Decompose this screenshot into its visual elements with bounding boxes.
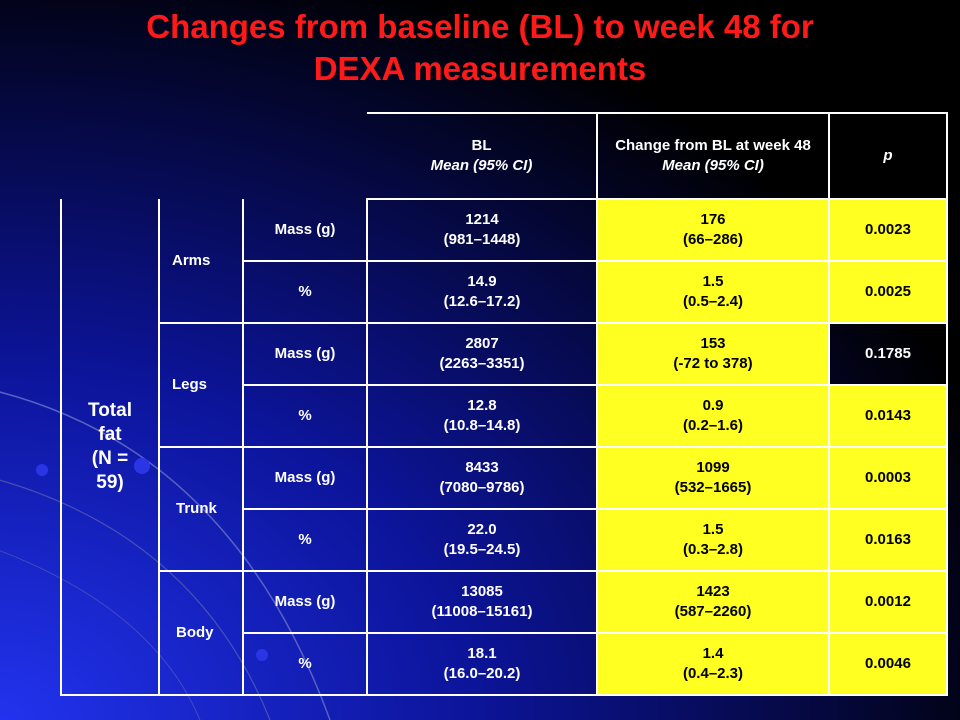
bl-ci: (7080–9786) <box>439 479 525 496</box>
group-label-line-2: fat <box>98 423 122 445</box>
change-ci: (587–2260) <box>674 603 752 620</box>
p-value-cell: 0.0143 <box>829 385 948 448</box>
change-ci: (0.4–2.3) <box>682 665 744 682</box>
change-value-cell: 176 (66–286) <box>597 199 830 262</box>
measure-label: % <box>243 385 368 448</box>
table-row: % 18.1 (16.0–20.2) 1.4 (0.4–2.3) 0.0046 <box>61 633 948 696</box>
table-row: Trunk Mass (g) 8433 (7080–9786) 1099 (53… <box>61 447 948 572</box>
change-ci: (-72 to 378) <box>673 355 753 372</box>
change-mean: 1.5 <box>702 273 724 290</box>
change-mean: 1.5 <box>702 521 724 538</box>
bl-mean: 1214 <box>465 211 499 228</box>
change-mean: 1423 <box>696 583 730 600</box>
change-value-cell: 0.9 (0.2–1.6) <box>597 385 830 448</box>
bl-mean: 13085 <box>461 583 503 600</box>
decor-dot-1 <box>36 464 48 476</box>
table-row: Body Mass (g) 13085 (11008–15161) 1423 (… <box>61 571 948 696</box>
measure-label: Mass (g) <box>243 447 368 510</box>
p-value-cell: 0.0023 <box>829 199 948 262</box>
p-value-cell: 0.0025 <box>829 261 948 324</box>
bl-mean: 22.0 <box>467 521 497 538</box>
table-row: % 14.9 (12.6–17.2) 1.5 (0.5–2.4) 0.0025 <box>61 261 948 324</box>
header-change-label: Change from BL at week 48 <box>615 137 811 154</box>
change-mean: 1.4 <box>702 645 724 662</box>
measure-label: % <box>243 509 368 572</box>
change-ci: (0.2–1.6) <box>682 417 744 434</box>
bl-value-cell: 13085 (11008–15161) <box>367 571 598 634</box>
bl-ci: (19.5–24.5) <box>443 541 521 558</box>
group-label-line-1: Total <box>88 399 132 421</box>
bl-ci: (10.8–14.8) <box>443 417 521 434</box>
p-value-cell: 0.0003 <box>829 447 948 510</box>
measure-label: % <box>243 261 368 324</box>
bl-value-cell: 1214 (981–1448) <box>367 199 598 262</box>
bl-value-cell: 12.8 (10.8–14.8) <box>367 385 598 448</box>
change-ci: (0.5–2.4) <box>682 293 744 310</box>
bl-ci: (16.0–20.2) <box>443 665 521 682</box>
region-label-legs: Legs <box>159 323 244 448</box>
table-row: % 12.8 (10.8–14.8) 0.9 (0.2–1.6) 0.0143 <box>61 385 948 448</box>
p-value-cell: 0.1785 <box>829 323 948 386</box>
header-bl: BL Mean (95% CI) <box>367 112 598 200</box>
change-ci: (532–1665) <box>674 479 752 496</box>
region-label-trunk: Trunk <box>159 447 244 572</box>
bl-value-cell: 22.0 (19.5–24.5) <box>367 509 598 572</box>
change-value-cell: 1.5 (0.5–2.4) <box>597 261 830 324</box>
p-value-cell: 0.0046 <box>829 633 948 696</box>
change-value-cell: 1423 (587–2260) <box>597 571 830 634</box>
measure-label: % <box>243 633 368 696</box>
bl-mean: 2807 <box>465 335 499 352</box>
dexa-results-table: BL Mean (95% CI) Change from BL at week … <box>60 112 948 696</box>
group-label-line-4: 59) <box>96 471 124 493</box>
group-label-line-3: (N = <box>91 447 129 469</box>
bl-value-cell: 18.1 (16.0–20.2) <box>367 633 598 696</box>
p-value-cell: 0.0163 <box>829 509 948 572</box>
change-mean: 0.9 <box>702 397 724 414</box>
bl-mean: 8433 <box>465 459 499 476</box>
change-mean: 176 <box>700 211 726 228</box>
change-mean: 153 <box>700 335 726 352</box>
table-row: Total fat (N = 59) Arms Mass (g) 1214 (9… <box>60 199 948 696</box>
p-value-cell: 0.0012 <box>829 571 948 634</box>
change-value-cell: 153 (-72 to 378) <box>597 323 830 386</box>
change-ci: (66–286) <box>682 231 744 248</box>
change-value-cell: 1.4 (0.4–2.3) <box>597 633 830 696</box>
change-value-cell: 1.5 (0.3–2.8) <box>597 509 830 572</box>
header-bl-label: BL <box>471 137 492 154</box>
bl-ci: (2263–3351) <box>439 355 525 372</box>
bl-value-cell: 8433 (7080–9786) <box>367 447 598 510</box>
header-bl-sub: Mean (95% CI) <box>430 157 533 174</box>
change-ci: (0.3–2.8) <box>682 541 744 558</box>
group-label-cell: Total fat (N = 59) <box>60 199 160 696</box>
region-label-arms: Arms <box>159 199 244 324</box>
bl-value-cell: 14.9 (12.6–17.2) <box>367 261 598 324</box>
slide-title: Changes from baseline (BL) to week 48 fo… <box>20 6 940 90</box>
change-value-cell: 1099 (532–1665) <box>597 447 830 510</box>
table-row: Legs Mass (g) 2807 (2263–3351) 153 (-72 … <box>61 323 948 448</box>
change-mean: 1099 <box>696 459 730 476</box>
table-header-row: BL Mean (95% CI) Change from BL at week … <box>61 112 948 200</box>
table-row: % 22.0 (19.5–24.5) 1.5 (0.3–2.8) 0.0163 <box>61 509 948 572</box>
header-change-sub: Mean (95% CI) <box>662 157 764 174</box>
bl-ci: (11008–15161) <box>431 603 533 620</box>
bl-value-cell: 2807 (2263–3351) <box>367 323 598 386</box>
bl-mean: 18.1 <box>467 645 497 662</box>
bl-ci: (981–1448) <box>443 231 521 248</box>
bl-ci: (12.6–17.2) <box>443 293 521 310</box>
bl-mean: 12.8 <box>467 397 497 414</box>
slide-title-line-2: DEXA measurements <box>313 50 647 87</box>
measure-label: Mass (g) <box>243 323 368 386</box>
header-change: Change from BL at week 48 Mean (95% CI) <box>597 112 830 200</box>
bl-mean: 14.9 <box>467 273 497 290</box>
measure-label: Mass (g) <box>243 199 368 262</box>
region-label-body: Body <box>159 571 244 696</box>
header-empty-cell <box>61 113 367 199</box>
slide-title-line-1: Changes from baseline (BL) to week 48 fo… <box>146 8 814 45</box>
measure-label: Mass (g) <box>243 571 368 634</box>
header-p: p <box>829 112 948 200</box>
